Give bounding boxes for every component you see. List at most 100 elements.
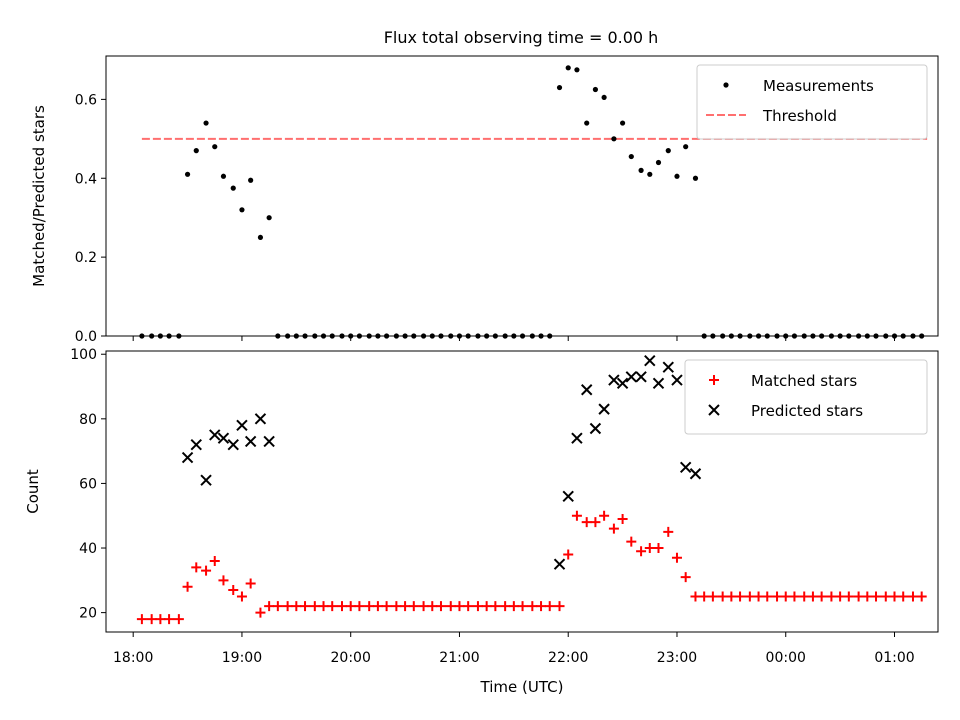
data-point <box>544 601 555 612</box>
data-point <box>266 215 272 221</box>
data-point <box>146 614 157 625</box>
y-axis-label: Count <box>24 469 42 514</box>
data-point <box>592 86 599 93</box>
data-point <box>735 591 746 602</box>
data-point <box>880 591 891 602</box>
y-tick-label: 100 <box>70 347 97 363</box>
data-point <box>662 361 674 373</box>
legend-marker <box>723 82 729 88</box>
legend-label: Measurements <box>763 77 874 95</box>
data-point <box>584 120 590 126</box>
data-point <box>220 173 227 179</box>
data-point <box>616 377 629 390</box>
data-point <box>581 517 592 528</box>
data-point <box>636 546 647 557</box>
data-point <box>190 438 202 451</box>
data-point <box>772 591 783 602</box>
y-tick-label: 20 <box>79 606 97 622</box>
y-axis-label: Matched/Predicted stars <box>30 105 48 287</box>
data-point <box>644 543 655 554</box>
data-point <box>581 384 593 396</box>
data-point <box>400 601 411 612</box>
x-tick-label: 01:00 <box>874 650 914 666</box>
legend-marker <box>709 375 719 385</box>
data-point <box>601 94 607 101</box>
data-point <box>707 591 718 602</box>
bottom-panel: 20 40 60 80 100 18:00 19:00 20:00 21:00 22:00 23:0… <box>24 347 939 696</box>
data-point <box>835 591 846 602</box>
data-point <box>553 558 566 570</box>
data-point <box>916 591 927 602</box>
data-point <box>182 581 193 592</box>
data-point <box>272 601 283 612</box>
x-tick-label: 18:00 <box>113 650 153 666</box>
data-point <box>490 601 501 612</box>
data-point <box>717 591 728 602</box>
data-point <box>155 614 166 625</box>
data-point <box>263 435 275 448</box>
data-point <box>608 523 619 534</box>
data-point <box>679 461 692 473</box>
data-point <box>227 438 239 451</box>
data-point <box>193 148 199 154</box>
legend-label: Matched stars <box>751 372 857 390</box>
data-point <box>212 144 218 150</box>
data-point <box>427 601 438 612</box>
data-point <box>245 578 256 589</box>
data-point <box>435 601 446 612</box>
data-point <box>217 432 230 444</box>
data-point <box>517 601 528 612</box>
data-point <box>184 171 191 177</box>
data-point <box>638 167 644 173</box>
data-point <box>608 374 620 386</box>
x-axis-label: Time (UTC) <box>480 678 564 696</box>
x-tick-label: 20:00 <box>331 650 371 666</box>
data-point <box>230 185 236 191</box>
x-tick-label: 22:00 <box>548 650 588 666</box>
data-point <box>671 374 683 386</box>
data-point <box>563 549 574 560</box>
data-point <box>173 614 184 625</box>
data-point <box>257 234 264 241</box>
data-point <box>309 601 320 612</box>
data-point <box>500 601 511 612</box>
data-point <box>571 432 583 444</box>
data-point <box>617 513 628 524</box>
data-point <box>889 591 900 602</box>
data-point <box>556 84 563 91</box>
data-point <box>611 136 617 142</box>
data-point <box>300 601 311 612</box>
data-point <box>372 601 383 612</box>
data-point <box>381 601 392 612</box>
y-tick-label: 0.0 <box>75 329 97 345</box>
x-tick-label: 23:00 <box>657 650 697 666</box>
data-point <box>264 601 275 612</box>
x-tick-label: 21:00 <box>439 650 479 666</box>
data-point <box>744 591 755 602</box>
data-point <box>209 555 220 566</box>
data-point <box>853 591 864 602</box>
data-point <box>191 562 202 573</box>
data-point <box>318 601 329 612</box>
y-tick-label: 80 <box>79 412 97 428</box>
data-point <box>291 601 302 612</box>
y-tick-label: 0.4 <box>75 171 97 187</box>
data-point <box>201 565 212 576</box>
data-point <box>663 526 674 537</box>
data-point <box>680 572 691 583</box>
data-point <box>689 468 702 480</box>
data-point <box>674 173 680 179</box>
data-point <box>337 601 348 612</box>
data-point <box>248 177 254 183</box>
data-point <box>200 474 212 486</box>
legend-marker <box>708 404 720 416</box>
data-point <box>690 591 701 602</box>
data-point <box>239 207 245 213</box>
data-point <box>590 517 601 528</box>
data-point <box>236 419 248 431</box>
legend-box <box>696 64 928 140</box>
data-point <box>589 422 602 435</box>
axes-frame <box>105 55 939 337</box>
data-point <box>463 601 474 612</box>
